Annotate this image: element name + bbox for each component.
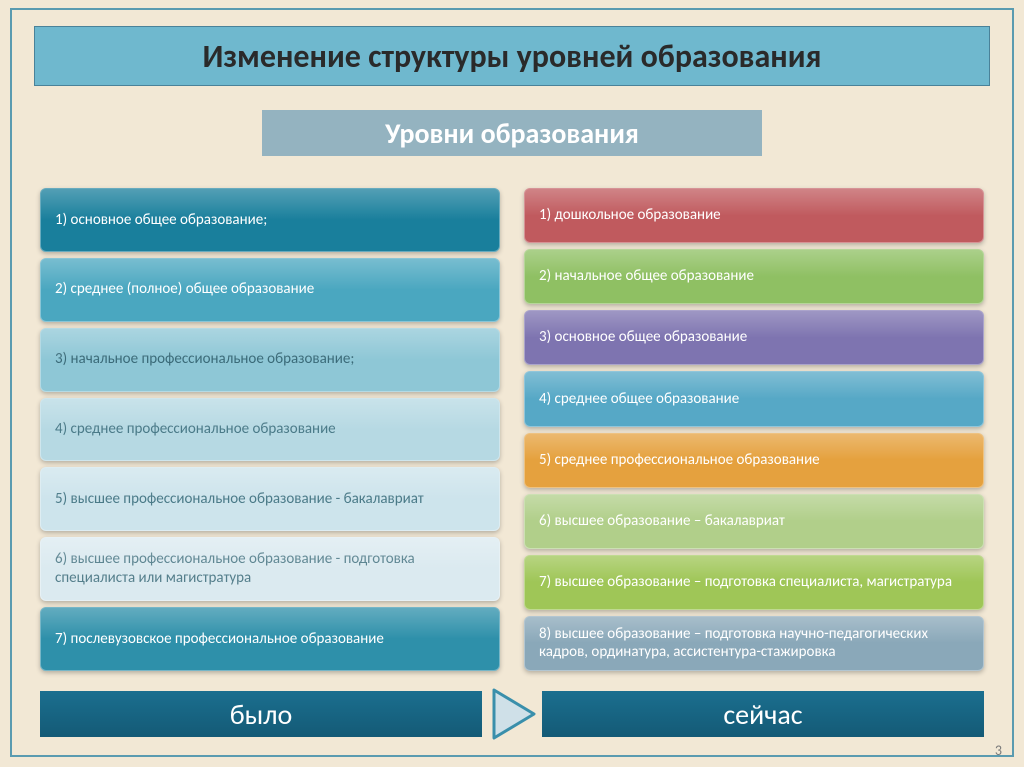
list-item-label: 4) среднее общее образование xyxy=(539,390,739,409)
page-number: 3 xyxy=(995,742,1002,759)
bottom-left-text: было xyxy=(230,697,293,732)
list-item: 3) начальное профессиональное образовани… xyxy=(40,328,500,392)
list-item-label: 7) высшее образование – подготовка специ… xyxy=(539,573,952,592)
list-item: 2) среднее (полное) общее образование xyxy=(40,258,500,322)
list-item-label: 6) высшее образование – бакалавриат xyxy=(539,512,785,531)
list-item: 6) высшее образование – бакалавриат xyxy=(524,494,984,549)
list-item: 4) среднее профессиональное образование xyxy=(40,398,500,462)
bottom-bar: было сейчас xyxy=(40,691,984,737)
list-item-label: 3) основное общее образование xyxy=(539,328,747,347)
list-item: 5) среднее профессиональное образование xyxy=(524,433,984,488)
list-item: 4) среднее общее образование xyxy=(524,371,984,426)
list-item: 1) основное общее образование; xyxy=(40,188,500,252)
list-item: 8) высшее образование – подготовка научн… xyxy=(524,616,984,671)
list-item: 5) высшее профессиональное образование -… xyxy=(40,467,500,531)
list-item: 3) основное общее образование xyxy=(524,310,984,365)
list-item-label: 3) начальное профессиональное образовани… xyxy=(55,350,354,369)
list-item-label: 7) послевузовское профессиональное образ… xyxy=(55,630,384,649)
list-item-label: 8) высшее образование – подготовка научн… xyxy=(539,625,969,663)
bottom-right-text: сейчас xyxy=(723,697,802,732)
list-item-label: 4) среднее профессиональное образование xyxy=(55,420,336,439)
arrow-icon xyxy=(482,691,542,737)
subtitle-bar: Уровни образования xyxy=(262,110,762,156)
bottom-left-label: было xyxy=(40,691,482,737)
bottom-right-label: сейчас xyxy=(542,691,984,737)
title-bar: Изменение структуры уровней образования xyxy=(34,26,990,86)
slide-title: Изменение структуры уровней образования xyxy=(203,37,822,76)
list-item: 7) послевузовское профессиональное образ… xyxy=(40,607,500,671)
list-item-label: 6) высшее профессиональное образование -… xyxy=(55,550,485,588)
list-item: 6) высшее профессиональное образование -… xyxy=(40,537,500,601)
list-item: 1) дошкольное образование xyxy=(524,188,984,243)
list-item-label: 2) начальное общее образование xyxy=(539,267,754,286)
list-item-label: 1) дошкольное образование xyxy=(539,206,721,225)
left-column: 1) основное общее образование; 2) среднее… xyxy=(40,188,500,671)
list-item-label: 1) основное общее образование; xyxy=(55,211,267,230)
right-column: 1) дошкольное образование 2) начальное об… xyxy=(524,188,984,671)
list-item-label: 5) высшее профессиональное образование -… xyxy=(55,490,424,509)
list-item-label: 5) среднее профессиональное образование xyxy=(539,451,820,470)
list-item-label: 2) среднее (полное) общее образование xyxy=(55,280,314,299)
list-item: 7) высшее образование – подготовка специ… xyxy=(524,555,984,610)
list-item: 2) начальное общее образование xyxy=(524,249,984,304)
columns-container: 1) основное общее образование; 2) среднее… xyxy=(40,188,984,671)
slide-subtitle: Уровни образования xyxy=(385,116,639,151)
